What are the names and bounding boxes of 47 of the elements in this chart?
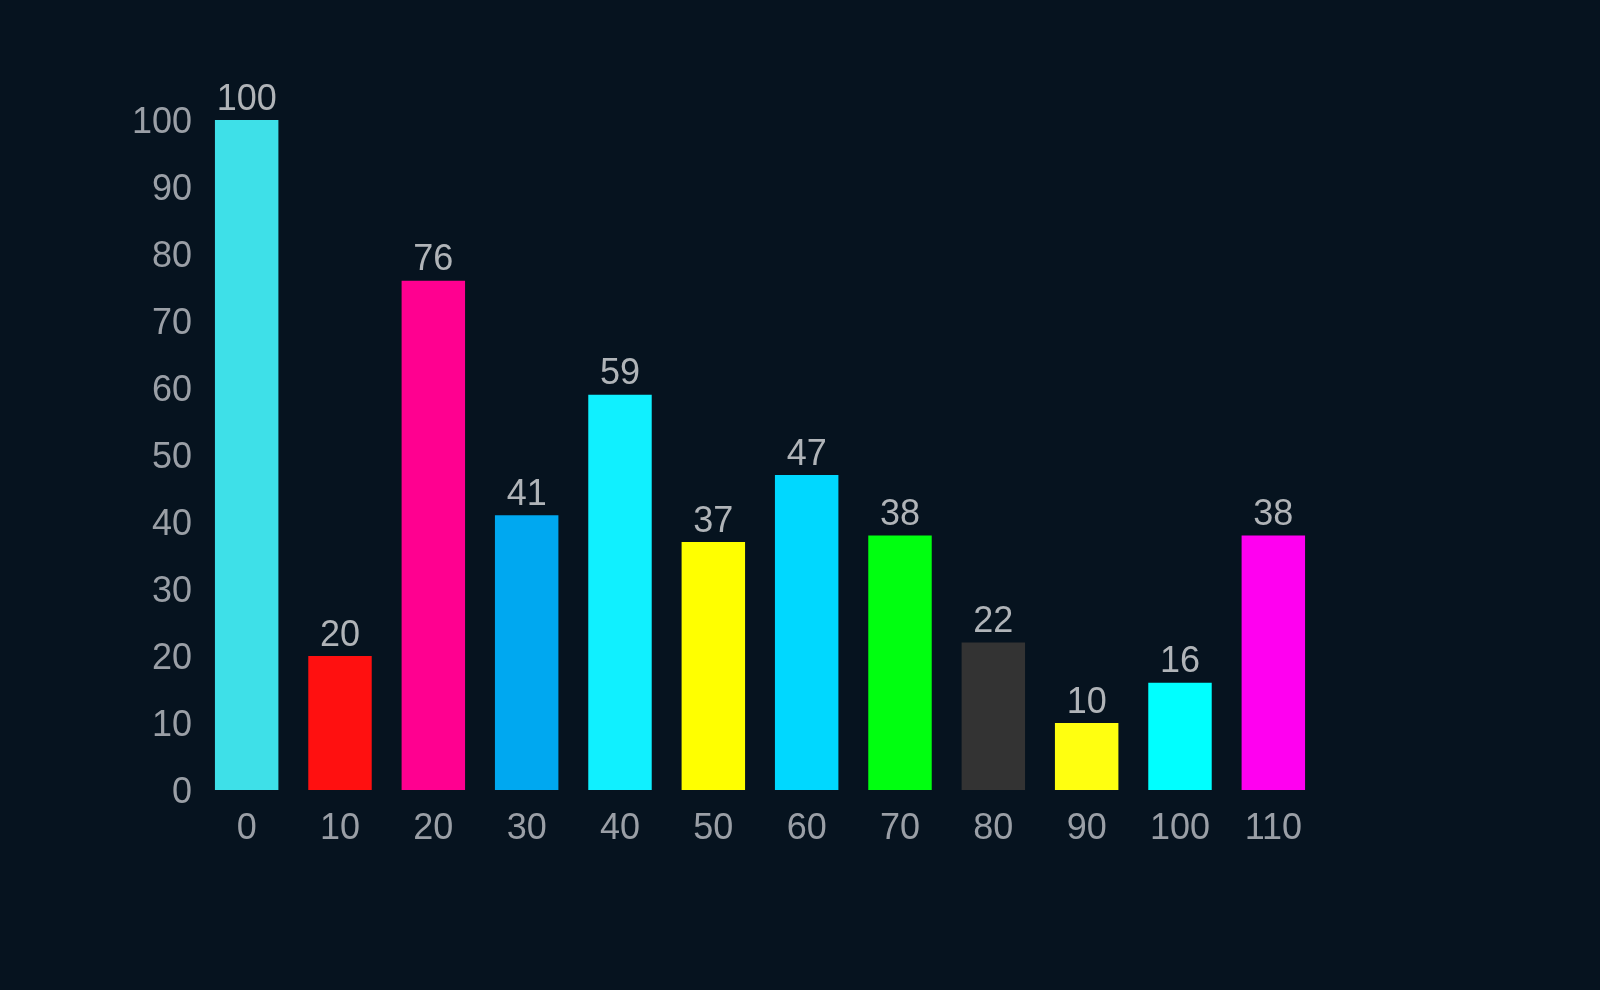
x-tick-label: 80 <box>973 805 1014 847</box>
x-tick-label: 20 <box>413 805 454 847</box>
x-tick-label: 50 <box>693 805 734 847</box>
x-tick-label: 90 <box>1066 805 1107 847</box>
y-tick-label: 50 <box>151 434 192 476</box>
y-tick-label: 40 <box>151 501 192 543</box>
y-tick-label: 10 <box>151 702 192 744</box>
data-label: 22 <box>973 599 1014 641</box>
y-tick-label: 80 <box>151 233 192 275</box>
y-tick-label: 60 <box>151 367 192 409</box>
bar <box>401 280 466 790</box>
data-label: 76 <box>413 237 454 279</box>
x-tick-label: 110 <box>1244 805 1303 847</box>
data-label: 16 <box>1159 639 1201 681</box>
data-label: 100 <box>216 76 277 118</box>
data-label: 10 <box>1066 679 1107 721</box>
x-tick-label: 100 <box>1149 805 1211 847</box>
x-tick-label: 30 <box>506 805 547 847</box>
y-tick-label: 20 <box>151 635 192 677</box>
bar <box>1148 682 1212 790</box>
y-tick-label: 30 <box>151 568 192 610</box>
bar <box>214 120 279 790</box>
bar <box>1054 723 1119 790</box>
bar <box>961 642 1026 790</box>
x-tick-label: 60 <box>786 805 827 847</box>
bar <box>681 542 746 790</box>
bar <box>308 656 372 790</box>
data-label: 37 <box>693 498 734 540</box>
bar <box>588 394 652 790</box>
x-tick-label: 10 <box>319 805 361 847</box>
data-label: 38 <box>1253 491 1294 533</box>
bar <box>868 535 932 790</box>
bar <box>774 475 839 790</box>
data-label: 20 <box>319 612 361 654</box>
x-tick-label: 40 <box>599 805 641 847</box>
y-tick-label: 100 <box>131 99 192 141</box>
data-label: 59 <box>599 351 641 393</box>
data-label: 47 <box>786 431 827 473</box>
y-tick-label: 0 <box>171 769 192 811</box>
data-label: 38 <box>879 491 921 533</box>
y-tick-label: 90 <box>151 166 192 208</box>
bar <box>494 515 559 790</box>
x-tick-label: 70 <box>879 805 921 847</box>
data-label: 41 <box>506 471 547 513</box>
y-tick-label: 70 <box>151 300 192 342</box>
bar <box>1241 535 1306 790</box>
x-tick-label: 0 <box>236 805 257 847</box>
